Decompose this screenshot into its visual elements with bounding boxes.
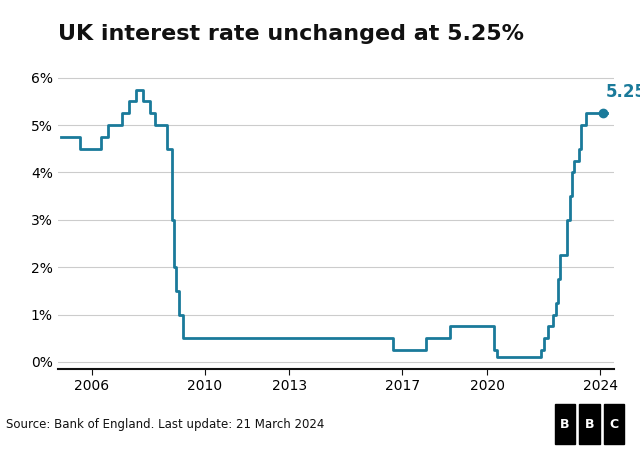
- FancyBboxPatch shape: [579, 405, 600, 444]
- Text: Source: Bank of England. Last update: 21 March 2024: Source: Bank of England. Last update: 21…: [6, 418, 324, 431]
- Text: UK interest rate unchanged at 5.25%: UK interest rate unchanged at 5.25%: [58, 24, 524, 44]
- Text: B: B: [561, 418, 570, 431]
- Text: B: B: [585, 418, 594, 431]
- Text: 5.25%: 5.25%: [606, 83, 640, 101]
- FancyBboxPatch shape: [555, 405, 575, 444]
- FancyBboxPatch shape: [604, 405, 624, 444]
- Text: C: C: [609, 418, 618, 431]
